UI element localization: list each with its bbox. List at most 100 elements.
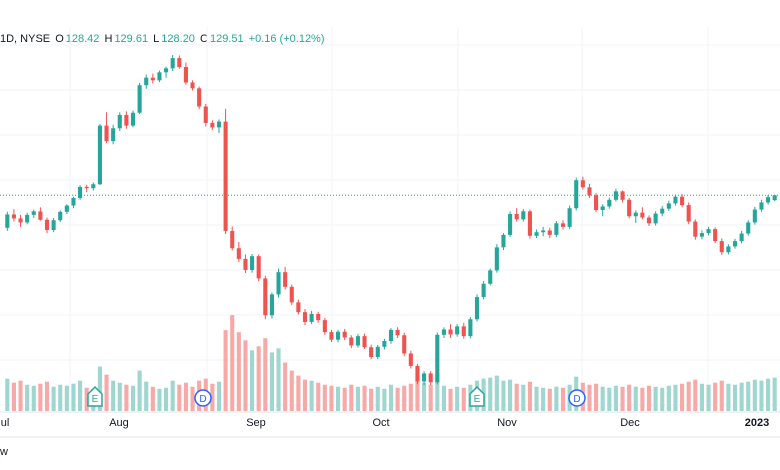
candle-body — [44, 219, 50, 230]
candle-body — [594, 195, 599, 211]
volume-bar — [137, 370, 142, 411]
dividend-marker-icon[interactable]: D — [568, 389, 586, 407]
volume-bar — [316, 382, 321, 411]
candle-body — [408, 353, 413, 366]
close-label: C — [200, 33, 208, 45]
volume-bar — [408, 383, 413, 411]
volume-bar — [494, 375, 499, 411]
volume-bar — [660, 387, 665, 411]
candle-body — [84, 186, 89, 189]
footer-partial-text: w — [0, 446, 8, 458]
candle-body — [302, 312, 308, 322]
candle-body — [216, 121, 222, 128]
symbol-interval[interactable]: 1D, NYSE — [0, 33, 51, 45]
volume-bar — [402, 385, 407, 411]
volume-bar — [243, 340, 248, 411]
candle-body — [706, 229, 711, 234]
x-tick-nov: Nov — [497, 417, 517, 429]
volume-bar — [673, 384, 678, 411]
candle-body — [541, 230, 546, 233]
volume-bar — [329, 385, 334, 411]
volume-bar — [739, 382, 744, 411]
candle-body — [422, 373, 427, 382]
volume-bar — [336, 386, 341, 411]
candle-body — [759, 202, 764, 210]
volume-bar — [594, 383, 599, 411]
volume-bar — [263, 338, 268, 411]
volume-bar — [534, 386, 539, 411]
candle-body — [203, 106, 208, 123]
dividend-marker-icon[interactable]: D — [194, 389, 212, 407]
candle-body — [739, 233, 744, 242]
candle-body — [607, 199, 612, 207]
candle-body — [91, 184, 96, 189]
candle-body — [547, 230, 552, 235]
earnings-marker-icon[interactable]: E — [87, 385, 103, 407]
volume-bar — [699, 383, 704, 411]
volume-bar — [766, 378, 771, 411]
candle-body — [243, 258, 248, 270]
volume-bar — [342, 387, 347, 411]
volume-bar — [640, 387, 645, 411]
volume-bar — [613, 385, 618, 411]
volume-bar — [124, 384, 129, 411]
volume-bar — [58, 384, 63, 411]
volume-bar — [435, 374, 440, 411]
volume-bar — [428, 384, 433, 411]
candle-body — [666, 203, 671, 209]
volume-bar — [415, 380, 420, 411]
volume-bar — [144, 381, 149, 411]
event-marker-label: D — [573, 394, 580, 405]
volume-bar — [441, 385, 446, 411]
candle-body — [309, 313, 314, 322]
low-label: L — [153, 33, 160, 45]
volume-bar — [362, 385, 367, 411]
volume-bar — [18, 380, 23, 411]
volume-bar — [706, 384, 711, 411]
candle-body — [11, 214, 16, 219]
volume-bar — [31, 385, 36, 411]
candle-body — [117, 114, 122, 129]
volume-bar — [349, 384, 354, 411]
volume-bar — [388, 384, 394, 411]
volume-bar — [521, 384, 526, 411]
volume-bar — [25, 384, 30, 411]
volume-bar — [395, 387, 400, 411]
volume-bar — [488, 377, 493, 411]
candle-body — [686, 205, 691, 222]
volume-bar — [223, 330, 228, 411]
volume-bar — [130, 385, 136, 411]
candle-body — [627, 199, 632, 217]
candle-body — [71, 198, 76, 206]
volume-bar — [78, 380, 83, 411]
candle-body — [574, 180, 579, 209]
open-value: 128.42 — [65, 33, 100, 45]
candle-body — [752, 209, 757, 223]
high-label: H — [104, 33, 113, 45]
candle-body — [494, 247, 499, 271]
low-value: 128.20 — [161, 33, 195, 45]
volume-bar — [84, 387, 89, 411]
candle-body — [316, 313, 321, 321]
candle-body — [580, 180, 585, 188]
candle-body — [362, 336, 367, 348]
volume-bar — [732, 384, 738, 411]
volume-bar — [461, 387, 466, 411]
candle-body — [646, 217, 652, 224]
candle-body — [263, 278, 268, 316]
x-tick-sep: Sep — [246, 417, 266, 429]
candle-body — [336, 331, 341, 340]
candle-body — [375, 346, 380, 358]
candle-body — [276, 272, 281, 295]
volume-bar — [514, 383, 519, 411]
volume-bar — [680, 383, 685, 411]
earnings-marker-icon[interactable]: E — [469, 385, 485, 407]
volume-bar — [230, 315, 235, 411]
volume-bar — [369, 388, 374, 411]
candle-body — [441, 329, 446, 335]
event-marker-label: E — [92, 394, 99, 405]
candle-body — [124, 114, 129, 126]
candle-body — [31, 211, 36, 215]
candle-body — [197, 88, 202, 107]
